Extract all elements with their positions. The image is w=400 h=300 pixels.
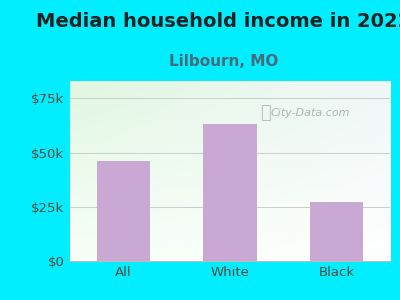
Bar bbox=[203, 124, 257, 261]
Text: City-Data.com: City-Data.com bbox=[270, 108, 350, 118]
Bar bbox=[310, 202, 363, 261]
Text: ⦿: ⦿ bbox=[260, 104, 270, 122]
Text: Median household income in 2022: Median household income in 2022 bbox=[36, 12, 400, 31]
Text: Lilbourn, MO: Lilbourn, MO bbox=[169, 54, 279, 69]
Bar bbox=[97, 161, 150, 261]
